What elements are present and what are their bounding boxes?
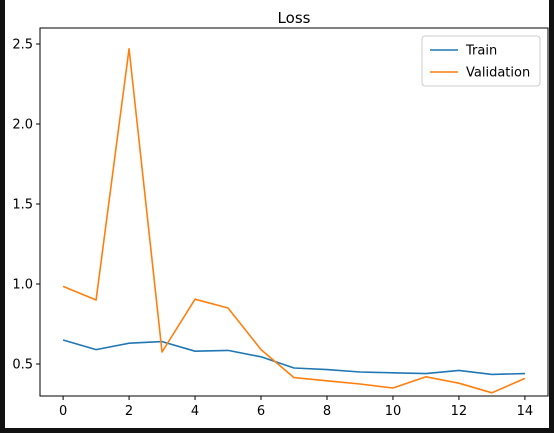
x-tick-label: 8: [323, 404, 331, 419]
x-tick-label: 10: [385, 404, 402, 419]
x-tick-label: 12: [451, 404, 468, 419]
legend-label-validation: Validation: [466, 66, 530, 81]
series-layer: [62, 47, 526, 394]
legend: Train Validation: [421, 35, 541, 87]
x-tick-label: 0: [59, 404, 67, 419]
x-tick-label: 4: [191, 404, 199, 419]
y-axis: 0.5 1.0 1.5 2.0 2.5: [12, 38, 40, 373]
x-axis: 0 2 4 6 8 10 12 14: [59, 396, 533, 419]
x-tick-label: 14: [517, 404, 534, 419]
legend-box: [421, 35, 541, 87]
plot-frame: [39, 27, 549, 397]
y-tick-label: 2.5: [12, 38, 33, 53]
x-tick-label: 2: [125, 404, 133, 419]
legend-label-train: Train: [465, 44, 497, 59]
chart-title: Loss: [278, 9, 311, 27]
series-line-validation: [62, 47, 526, 394]
y-tick-label: 1.0: [12, 278, 33, 293]
series-line-train: [62, 339, 525, 376]
y-tick-label: 2.0: [12, 118, 33, 133]
y-tick-label: 0.5: [12, 358, 33, 373]
loss-chart: Loss 0 2 4 6 8 10 12 14 0.5 1.0 1.5 2.0 2.5 Train Va…: [12, 9, 549, 419]
x-tick-label: 6: [257, 404, 265, 419]
y-tick-label: 1.5: [12, 198, 33, 213]
chart-figure: Loss 0 2 4 6 8 10 12 14 0.5 1.0 1.5 2.0 2.5 Train Va…: [5, 0, 549, 428]
